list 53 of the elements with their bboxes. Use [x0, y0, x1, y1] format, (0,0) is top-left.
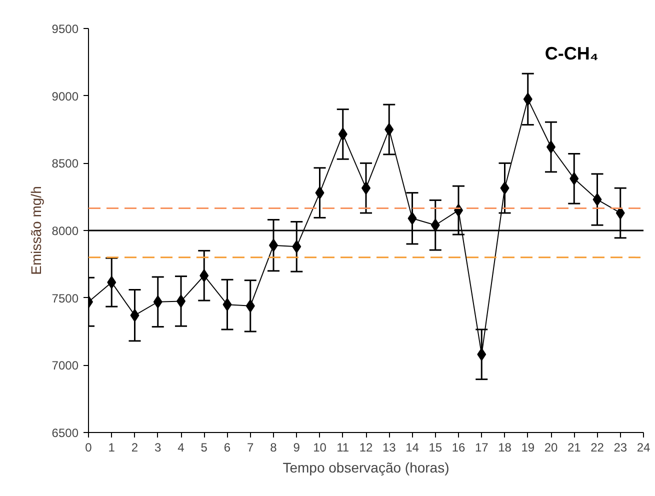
point [130, 308, 140, 322]
x-tick-label: 23 [614, 440, 628, 454]
point [570, 172, 579, 186]
x-tick-label: 7 [247, 440, 254, 454]
x-tick-label: 6 [224, 440, 231, 454]
x-tick-label: 21 [567, 440, 582, 454]
x-tick-label: 15 [428, 440, 442, 454]
point [292, 240, 302, 254]
text: C-CH₄ [544, 44, 599, 64]
y-tick-label: 8000 [52, 224, 79, 238]
x-tick-label: 1 [108, 440, 116, 454]
point [107, 276, 116, 289]
x-axis-title: Tempo observação (horas) [282, 460, 450, 476]
point [222, 298, 232, 312]
point [408, 212, 417, 225]
x-tick-label: 8 [270, 440, 278, 454]
x-tick-label: 20 [544, 440, 558, 454]
point [315, 186, 324, 200]
point [384, 123, 394, 136]
y-tick-label: 6500 [52, 426, 79, 440]
x-tick-label: 5 [200, 440, 208, 454]
point [153, 295, 162, 308]
x-tick-label: 4 [178, 440, 185, 454]
x-tick-label: 19 [521, 440, 535, 454]
point [616, 206, 625, 220]
x-tick-label: 22 [590, 440, 604, 454]
x-tick-label: 24 [636, 440, 650, 454]
x-tick-label: 0 [85, 440, 92, 454]
x-tick-label: 17 [474, 440, 489, 454]
y-tick-label: 9500 [52, 22, 79, 36]
x-tick-label: 14 [406, 440, 420, 454]
x-tick-label: 13 [382, 440, 396, 454]
x-tick-label: 9 [293, 440, 300, 454]
x-tick-label: 12 [359, 440, 373, 454]
y-axis-title: Emissão mg/h [28, 186, 44, 275]
x-tick-label: 2 [131, 440, 138, 454]
y-tick-label: 7500 [52, 291, 79, 306]
y-tick-label: 7000 [52, 358, 79, 373]
point [246, 299, 255, 312]
point [500, 182, 510, 195]
point [338, 128, 348, 141]
y-tick-label: 8500 [52, 156, 79, 171]
x-tick-label: 18 [498, 440, 512, 454]
point [523, 92, 532, 106]
x-tick-label: 16 [452, 440, 466, 454]
point [200, 269, 209, 282]
point [430, 218, 440, 232]
point [592, 193, 602, 206]
x-tick-label: 10 [313, 440, 327, 454]
x-tick-label: 3 [154, 440, 162, 454]
y-tick-label: 9000 [52, 89, 79, 104]
x-tick-label: 11 [336, 440, 350, 454]
point [477, 348, 486, 361]
